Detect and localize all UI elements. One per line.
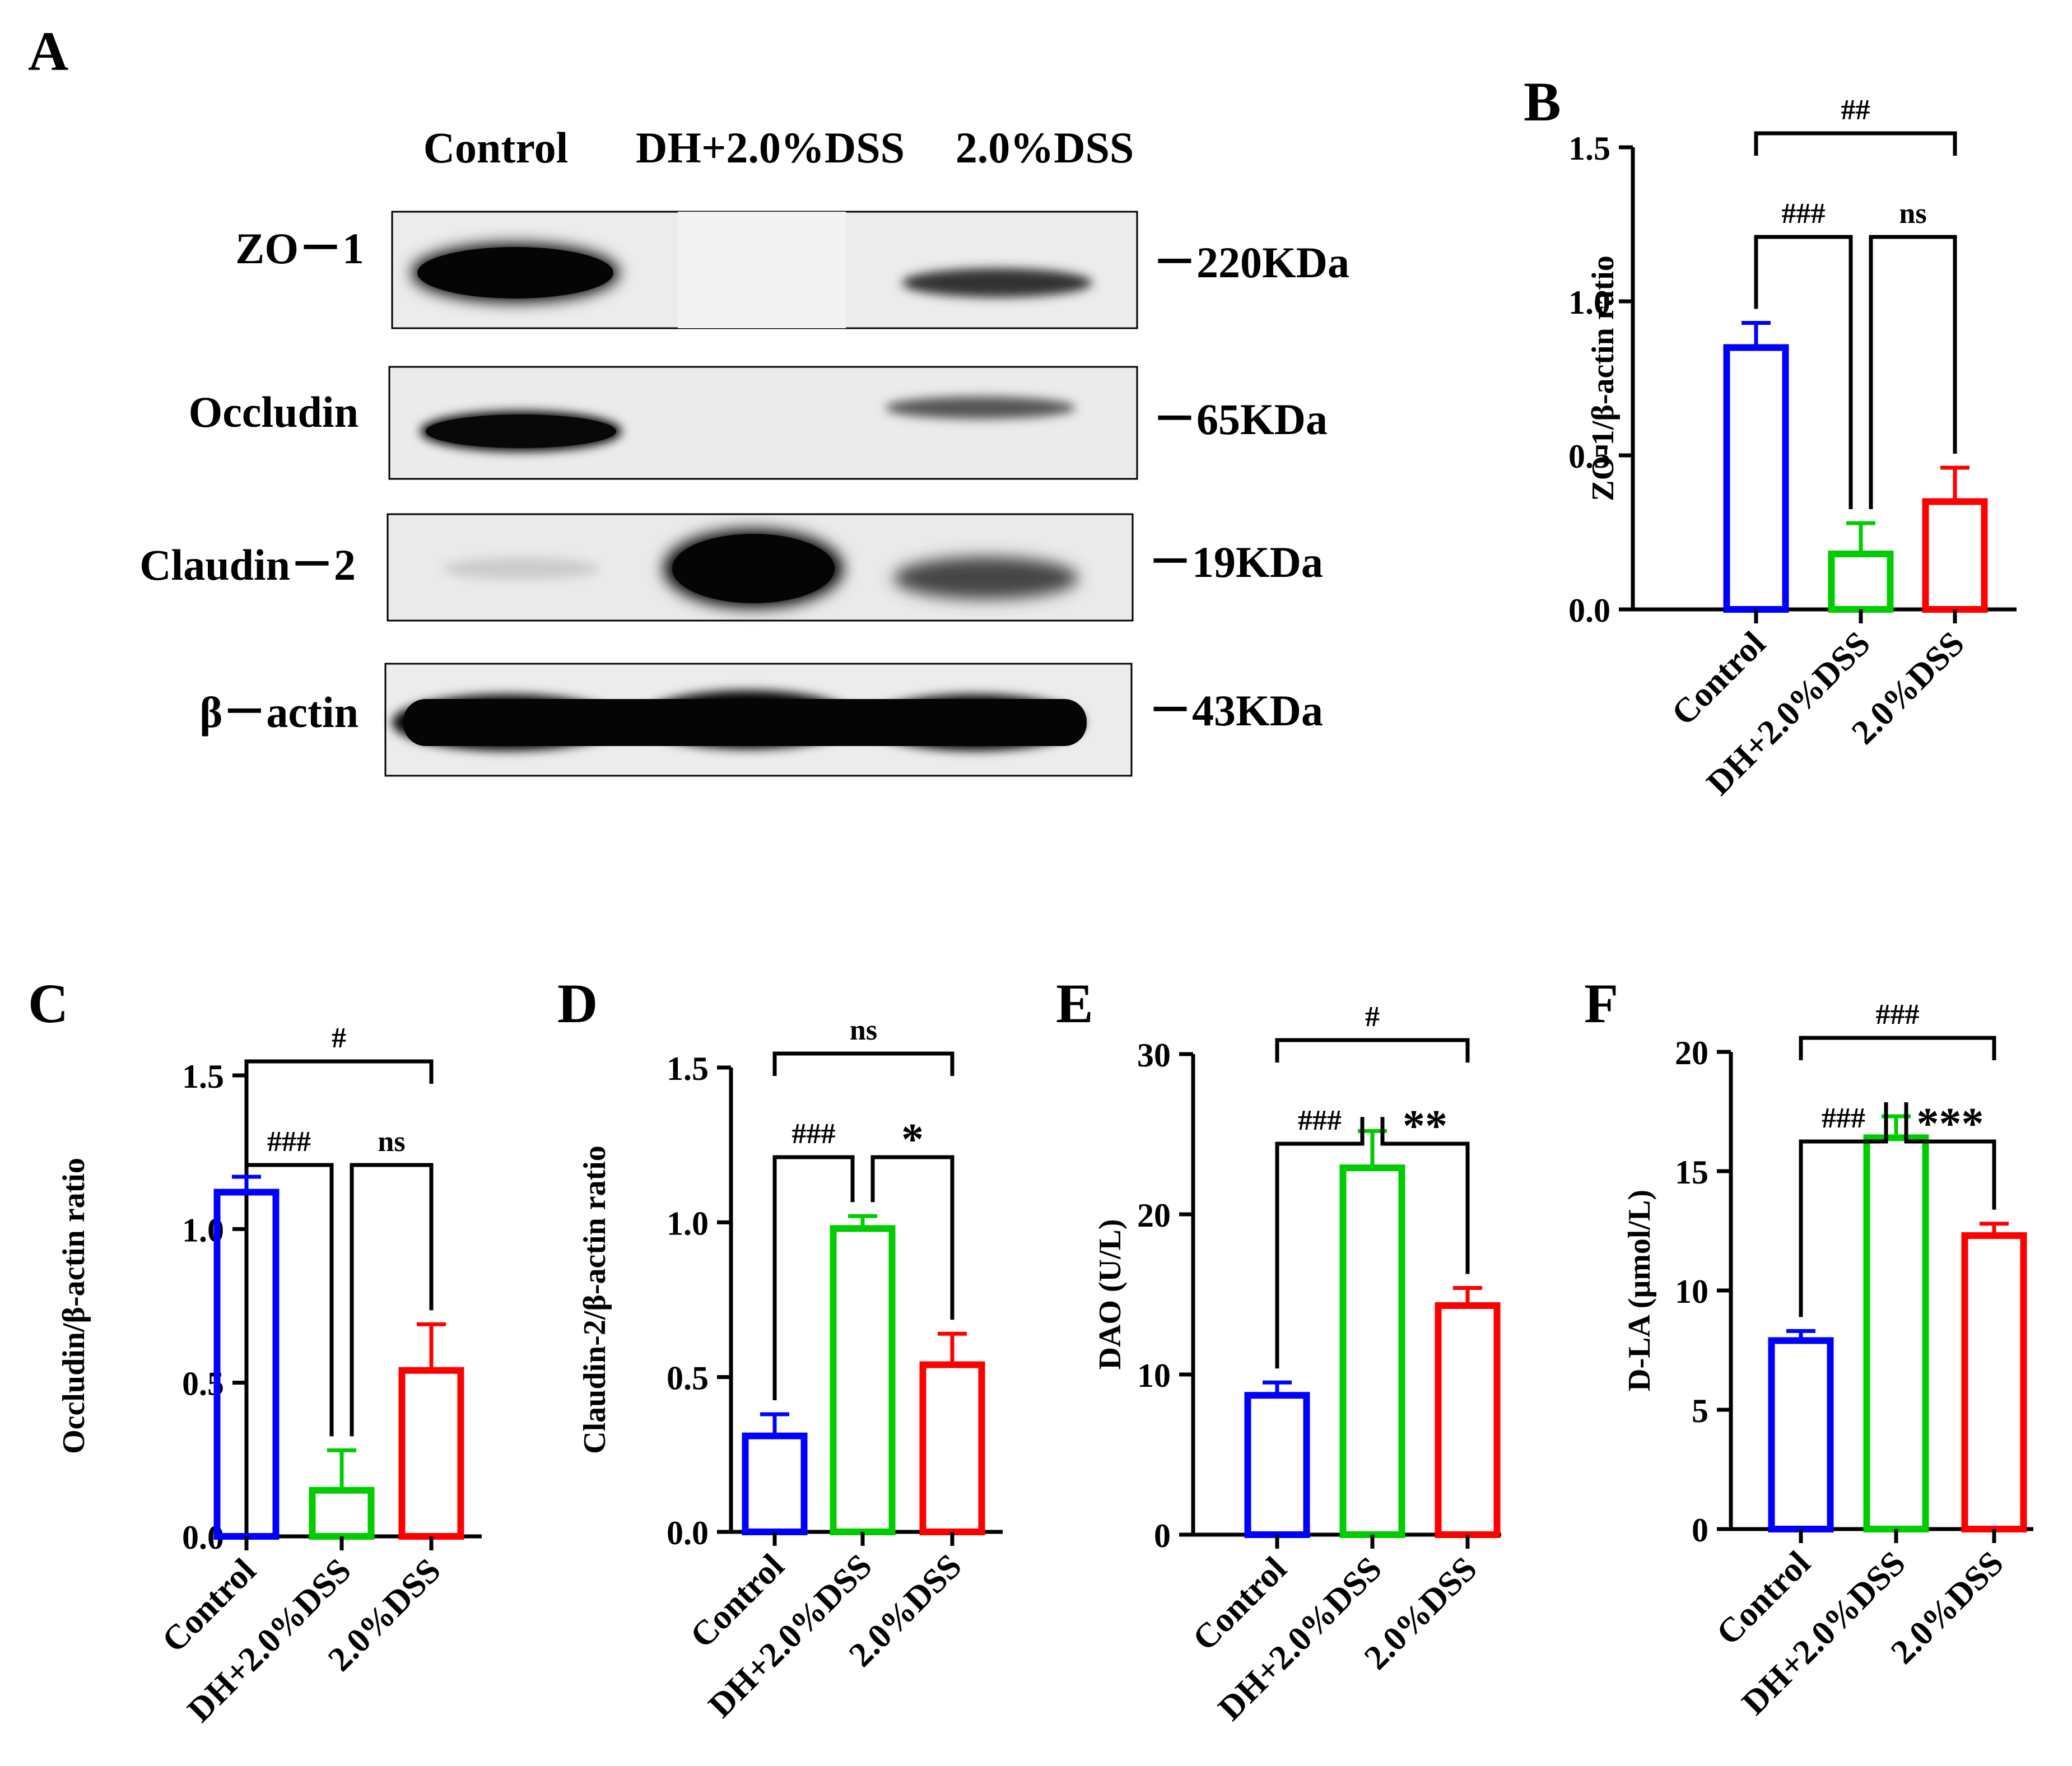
blot-size-zo1: －220KDa — [1153, 238, 1349, 287]
y-tick-label-d: 0.0 — [667, 1515, 709, 1551]
significance-label-b-1: ### — [1782, 198, 1826, 230]
blot-lane-label-dss: 2.0%DSS — [956, 123, 1134, 172]
x-tick-label-b-0: Control — [1664, 625, 1772, 733]
panel-label-d: D — [557, 972, 598, 1035]
panel-label-c: C — [28, 972, 68, 1035]
western-blot-panel: A Control DH+2.0%DSS 2.0%DSS ZO－1 －220KD… — [28, 20, 1349, 777]
blot-strip-zo1 — [391, 211, 1138, 329]
bar-c-2 — [398, 1367, 464, 1540]
significance-bracket-f-2 — [1904, 1102, 1996, 1210]
bar-e-0 — [1244, 1392, 1310, 1538]
bar-e-2 — [1435, 1302, 1501, 1539]
significance-label-d-0: ns — [850, 1014, 877, 1046]
bar-f-2 — [1961, 1232, 2027, 1532]
blot-protein-beta-actin: β－actin — [199, 688, 358, 737]
y-tick-label-d: 1.0 — [667, 1205, 709, 1242]
y-tick-label-b: 0.5 — [1568, 438, 1610, 475]
bar-c-1 — [309, 1487, 375, 1540]
blot-strip-beta-actin — [384, 663, 1133, 777]
significance-bracket-c-1 — [244, 1163, 334, 1437]
y-tick-label-d: 0.5 — [667, 1360, 709, 1397]
blot-size-beta-actin: －43KDa — [1148, 686, 1323, 735]
significance-label-f-0: ### — [1876, 999, 1920, 1031]
blot-size-claudin2: －19KDa — [1148, 538, 1323, 586]
bar-b-1 — [1828, 551, 1894, 613]
y-tick-label-e: 20 — [1137, 1197, 1171, 1234]
significance-label-c-1: ### — [267, 1126, 311, 1158]
significance-bracket-e-1 — [1275, 1117, 1365, 1369]
significance-bracket-b-1 — [1754, 235, 1853, 509]
significance-bracket-c-2 — [350, 1163, 434, 1437]
x-tick-label-f-1: DH+2.0%DSS — [1735, 1544, 1913, 1722]
significance-bracket-c-0 — [244, 1059, 434, 1084]
bar-d-2 — [919, 1361, 985, 1536]
significance-label-b-0: ## — [1841, 94, 1870, 126]
y-tick-label-b: 1.5 — [1568, 130, 1610, 167]
significance-bracket-e-2 — [1380, 1117, 1470, 1274]
y-tick-label-f: 0 — [1692, 1512, 1708, 1549]
significance-label-d-1: ### — [792, 1118, 836, 1150]
chart-panel-b: B0.00.51.01.5ZO-1/β-actin ratioControlDH… — [1524, 71, 2017, 803]
significance-label-b-2: ns — [1899, 198, 1926, 230]
y-tick-label-e: 10 — [1137, 1357, 1171, 1394]
bar-e-1 — [1339, 1164, 1405, 1539]
bar-d-1 — [830, 1225, 896, 1536]
significance-label-f-2: *** — [1917, 1099, 1984, 1149]
panel-label-b: B — [1524, 71, 1561, 133]
significance-label-f-1: ### — [1822, 1102, 1865, 1134]
panel-label-e: E — [1056, 972, 1093, 1035]
significance-label-d-2: * — [901, 1115, 924, 1164]
significance-label-e-2: ** — [1403, 1102, 1447, 1151]
y-axis-label-f: D-LA (μmol/L) — [1622, 1190, 1657, 1391]
significance-label-c-2: ns — [378, 1126, 405, 1158]
significance-label-e-1: ### — [1298, 1105, 1342, 1136]
y-axis-label-d: Claudin-2/β-actin ratio — [578, 1145, 612, 1454]
bar-f-0 — [1768, 1337, 1834, 1532]
bar-f-1 — [1863, 1134, 1929, 1532]
panel-label-f: F — [1584, 972, 1618, 1035]
y-tick-label-b: 1.0 — [1568, 284, 1610, 321]
y-tick-label-d: 1.5 — [667, 1050, 709, 1087]
significance-bracket-f-1 — [1799, 1102, 1888, 1317]
y-tick-label-f: 15 — [1675, 1154, 1708, 1191]
y-axis-label-c: Occludin/β-actin ratio — [57, 1158, 91, 1454]
y-axis-label-b: ZO-1/β-actin ratio — [1586, 255, 1621, 501]
blot-size-occludin: －65KDa — [1153, 395, 1328, 444]
blot-protein-occludin: Occludin — [189, 388, 358, 436]
blot-protein-claudin2: Claudin－2 — [139, 540, 356, 589]
y-tick-label-e: 0 — [1154, 1517, 1171, 1554]
significance-bracket-e-0 — [1275, 1038, 1470, 1063]
significance-label-c-0: # — [332, 1022, 346, 1054]
significance-bracket-b-0 — [1754, 131, 1957, 156]
y-tick-label-c: 1.5 — [182, 1058, 224, 1095]
bar-b-2 — [1922, 498, 1988, 613]
x-tick-label-e-1: DH+2.0%DSS — [1211, 1550, 1389, 1728]
significance-bracket-f-0 — [1799, 1036, 1996, 1060]
significance-bracket-d-1 — [772, 1155, 855, 1400]
blot-lane-label-dh-dss: DH+2.0%DSS — [636, 123, 905, 172]
bar-d-0 — [742, 1432, 808, 1535]
y-tick-label-f: 5 — [1692, 1392, 1708, 1429]
y-axis-label-e: DAO (U/L) — [1093, 1219, 1128, 1369]
significance-bracket-b-2 — [1869, 235, 1957, 509]
y-tick-label-f: 10 — [1675, 1273, 1708, 1310]
blot-lane-label-control: Control — [423, 123, 569, 172]
blot-protein-zo1: ZO－1 — [235, 224, 364, 273]
panel-label-a: A — [28, 20, 68, 82]
blot-strip-occludin — [388, 366, 1138, 480]
y-tick-label-b: 0.0 — [1568, 592, 1610, 629]
significance-label-e-0: # — [1365, 1001, 1380, 1033]
significance-bracket-d-2 — [870, 1155, 954, 1320]
y-tick-label-f: 20 — [1675, 1035, 1708, 1071]
y-tick-label-e: 30 — [1137, 1037, 1171, 1074]
bar-b-0 — [1723, 344, 1789, 613]
significance-bracket-d-0 — [772, 1051, 954, 1076]
blot-strip-claudin2 — [387, 513, 1134, 622]
